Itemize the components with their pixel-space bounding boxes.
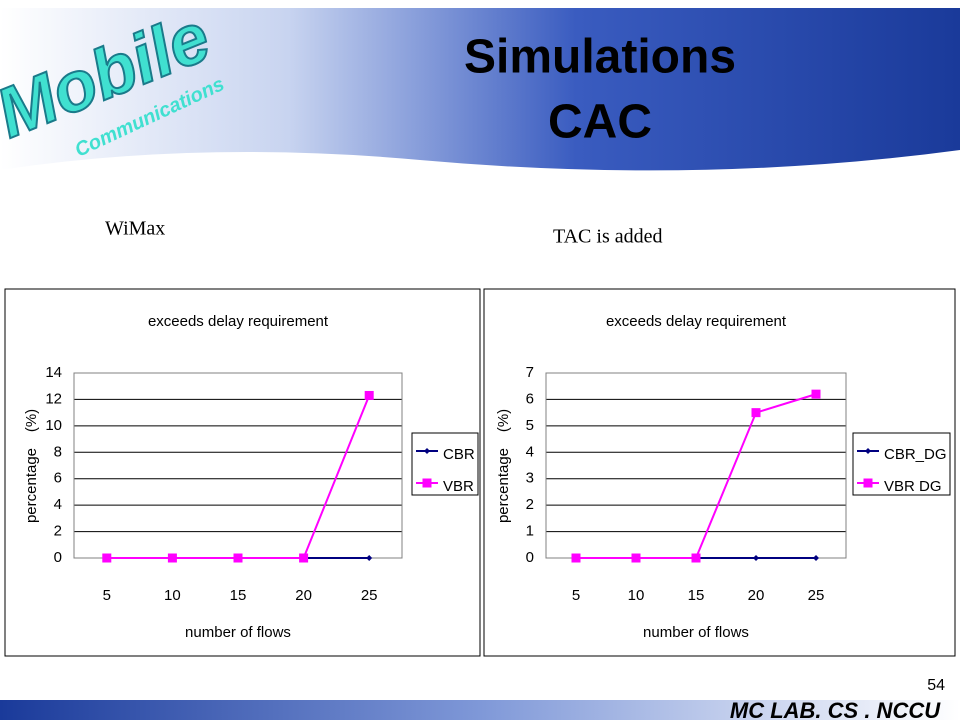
page-number: 54 [927, 677, 945, 694]
y-tick-label: 4 [526, 443, 534, 460]
y-tick-label: 10 [45, 417, 62, 434]
x-tick-label: 5 [572, 587, 580, 604]
y-tick-label: 7 [526, 364, 534, 381]
marker [366, 555, 373, 561]
marker [167, 553, 177, 563]
marker [813, 555, 819, 561]
y-tick-label: 6 [54, 470, 62, 487]
marker [863, 478, 873, 488]
marker [753, 555, 759, 561]
y-axis-label: (%) [23, 409, 40, 432]
legend-label: CBR_DG [884, 446, 947, 463]
caption: TAC is added [553, 226, 663, 248]
y-tick-label: 2 [526, 496, 534, 513]
x-tick-label: 20 [748, 587, 765, 604]
marker [751, 408, 761, 418]
y-tick-label: 3 [526, 470, 534, 487]
marker [422, 478, 432, 488]
x-tick-label: 15 [230, 587, 247, 604]
marker [233, 553, 243, 563]
marker [691, 553, 701, 563]
marker [102, 553, 112, 563]
footer-text: MC LAB. CS . NCCU [730, 698, 941, 720]
chart-title: exceeds delay requirement [148, 313, 329, 330]
chart-title: exceeds delay requirement [606, 313, 787, 330]
marker [364, 390, 374, 400]
x-tick-label: 10 [628, 587, 645, 604]
x-tick-label: 15 [688, 587, 705, 604]
marker [865, 448, 871, 454]
header-band [0, 8, 960, 171]
y-axis-label: (%) [495, 409, 512, 432]
y-tick-label: 4 [54, 496, 62, 513]
slide-title: Simulations [464, 31, 736, 84]
y-tick-label: 12 [45, 390, 62, 407]
y-tick-label: 0 [54, 549, 62, 566]
marker [424, 448, 430, 454]
x-tick-label: 25 [361, 587, 378, 604]
caption: WiMax [105, 218, 165, 240]
marker [299, 553, 309, 563]
y-axis-label: percentage [23, 448, 40, 523]
y-tick-label: 6 [526, 390, 534, 407]
y-axis-label: percentage [495, 448, 512, 523]
x-tick-label: 5 [103, 587, 111, 604]
legend-label: CBR [443, 446, 475, 463]
slide-title: CAC [548, 96, 652, 149]
y-tick-label: 14 [45, 364, 62, 381]
x-tick-label: 20 [295, 587, 312, 604]
x-axis-label: number of flows [185, 624, 291, 641]
x-tick-label: 25 [808, 587, 825, 604]
x-axis-label: number of flows [643, 624, 749, 641]
legend-label: VBR [443, 478, 474, 495]
marker [631, 553, 641, 563]
y-tick-label: 8 [54, 443, 62, 460]
footer-band [0, 700, 960, 720]
marker [571, 553, 581, 563]
marker [811, 389, 821, 399]
y-tick-label: 1 [526, 523, 534, 540]
y-tick-label: 2 [54, 523, 62, 540]
legend-label: VBR DG [884, 478, 942, 495]
x-tick-label: 10 [164, 587, 181, 604]
chart-frame [4, 288, 481, 657]
y-tick-label: 5 [526, 417, 534, 434]
y-tick-label: 0 [526, 549, 534, 566]
